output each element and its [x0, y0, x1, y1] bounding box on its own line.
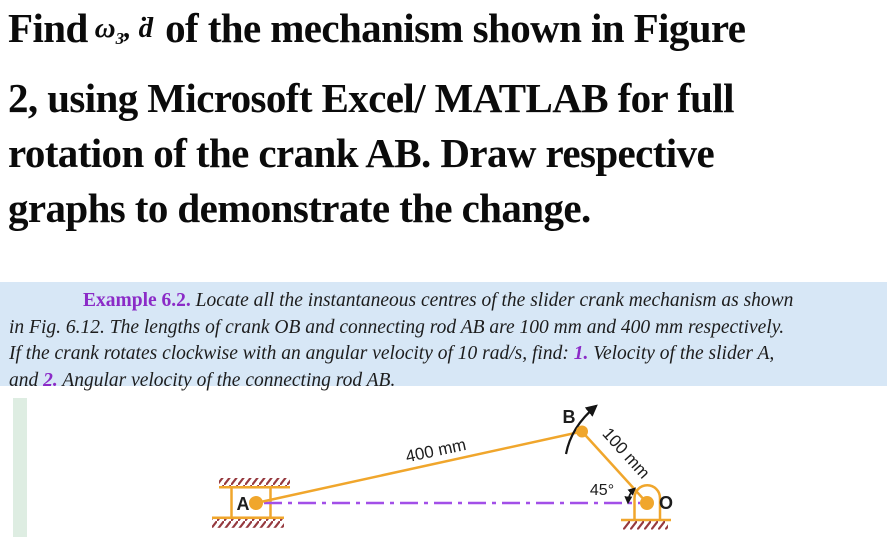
label-o: O: [659, 493, 673, 513]
example-line3-text: If the crank rotates clockwise with an a…: [9, 343, 569, 364]
heading-math-expression: ω3, ḋ: [94, 12, 154, 48]
rod-length-label: 400 mm: [404, 435, 468, 466]
heading-line1-text: of the mechanism shown in Figure: [165, 5, 746, 51]
example-item-2-text: Angular velocity of the connecting rod A…: [62, 369, 396, 391]
angle-arc: [624, 487, 637, 505]
slider-guide-top-hatching: [219, 478, 290, 487]
heading-find-text: Find: [8, 5, 88, 51]
example-line4-text: and: [9, 369, 39, 391]
crank-rotation-arrow: [564, 404, 598, 455]
heading-line-3: rotation of the crank AB. Draw respectiv…: [8, 129, 715, 176]
left-margin-strip: [13, 398, 27, 537]
example-box: Example 6.2. Locate all the instantaneou…: [0, 282, 887, 391]
connecting-rod-ab: [255, 430, 583, 505]
omega-subscript: 3: [115, 28, 125, 48]
crank-length-label: 100 mm: [598, 424, 653, 482]
heading-line-2: 2, using Microsoft Excel/ MATLAB for ful…: [8, 74, 735, 121]
label-b: B: [563, 407, 576, 427]
pin-o: [640, 496, 654, 510]
example-item-1-number: 1.: [573, 343, 589, 364]
example-item-2-number: 2.: [43, 369, 58, 391]
heading-line-4: graphs to demonstrate the change.: [8, 184, 591, 231]
example-line-1: Example 6.2. Locate all the instantaneou…: [0, 288, 887, 315]
example-line-2: in Fig. 6.12. The lengths of crank OB an…: [9, 316, 785, 338]
example-item-1-text: Velocity of the slider A,: [593, 343, 775, 364]
example-line-3: If the crank rotates clockwise with an a…: [0, 341, 887, 368]
pin-a: [249, 496, 263, 510]
mechanism-figure: A B O 400 mm 100 mm 45°: [0, 386, 887, 537]
pin-b: [576, 425, 588, 438]
example-line-4: and 2. Angular velocity of the connectin…: [0, 368, 887, 395]
example-label: Example 6.2.: [83, 290, 191, 311]
label-a: A: [237, 494, 250, 514]
problem-statement: Find ω3, ḋ of the mechanism shown in Figur…: [8, 1, 884, 236]
slider-crank-diagram: A B O 400 mm 100 mm 45°: [212, 404, 673, 530]
d-dot-symbol: , ḋ: [124, 12, 154, 44]
omega-symbol: ω: [94, 12, 116, 44]
heading-line-1: Find ω3, ḋ of the mechanism shown in Figur…: [8, 1, 884, 71]
example-line1-text: Locate all the instantaneous centres of …: [195, 290, 794, 311]
angle-label: 45°: [590, 482, 614, 499]
slider-guide-bottom-hatching: [212, 518, 284, 528]
ground-hatching: [623, 521, 668, 530]
